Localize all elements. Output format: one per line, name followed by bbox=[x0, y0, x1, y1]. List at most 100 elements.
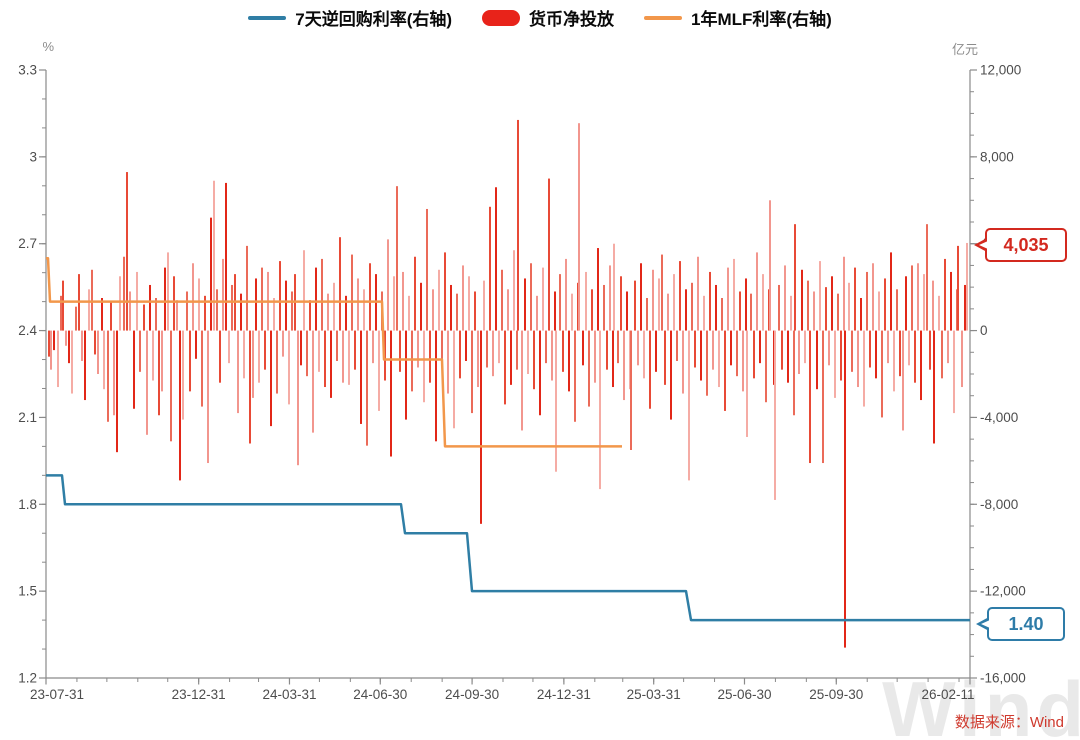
net-injection-bar bbox=[542, 267, 544, 331]
left-axis-unit-label: % bbox=[42, 39, 54, 54]
net-injection-last-value: 4,035 bbox=[1003, 234, 1049, 255]
net-injection-bar bbox=[195, 330, 197, 359]
net-injection-bar bbox=[119, 276, 121, 331]
net-injection-bar bbox=[712, 330, 714, 370]
net-injection-bar bbox=[890, 252, 892, 331]
net-injection-bar bbox=[926, 224, 928, 331]
net-injection-bar bbox=[551, 330, 553, 381]
net-injection-bar bbox=[781, 330, 783, 370]
net-injection-bar bbox=[354, 330, 356, 370]
net-injection-bar bbox=[249, 330, 251, 444]
net-injection-bar bbox=[279, 261, 281, 331]
net-injection-bar bbox=[700, 330, 702, 381]
net-injection-bar bbox=[167, 252, 169, 331]
net-injection-bar bbox=[459, 330, 461, 379]
legend-item-mlf-rate[interactable]: 1年MLF利率(右轴) bbox=[644, 5, 832, 30]
net-injection-bar bbox=[441, 330, 443, 366]
net-injection-bar bbox=[501, 269, 503, 331]
net-injection-bar bbox=[103, 330, 105, 390]
net-injection-bar bbox=[216, 289, 218, 331]
net-injection-bar bbox=[854, 267, 856, 331]
legend-item-net-injection[interactable]: 货币净投放 bbox=[482, 5, 614, 30]
net-injection-bar bbox=[62, 280, 64, 331]
net-injection-bar bbox=[240, 293, 242, 331]
net-injection-bar bbox=[243, 330, 245, 379]
net-injection-bar bbox=[661, 254, 663, 331]
net-injection-bar bbox=[643, 330, 645, 379]
net-injection-bar bbox=[715, 284, 717, 331]
right-axis-tick-label: -8,000 bbox=[980, 497, 1018, 512]
net-injection-bar bbox=[357, 278, 359, 331]
axes bbox=[39, 69, 977, 685]
net-injection-bar bbox=[237, 330, 239, 414]
net-injection-bar bbox=[387, 239, 389, 331]
net-injection-bar bbox=[360, 330, 362, 424]
net-injection-bar bbox=[682, 330, 684, 394]
net-injection-bar bbox=[765, 330, 767, 403]
net-injection-bar bbox=[685, 289, 687, 331]
net-injection-bar bbox=[435, 330, 437, 442]
x-axis-tick-label: 24-03-31 bbox=[262, 687, 316, 702]
net-injection-bar bbox=[393, 276, 395, 331]
net-injection-bar bbox=[613, 243, 615, 331]
net-injection-bar bbox=[872, 263, 874, 331]
net-injection-bar bbox=[477, 330, 479, 388]
net-injection-bar bbox=[733, 258, 735, 331]
net-injection-bar bbox=[309, 300, 311, 331]
bars-net-injection bbox=[48, 119, 968, 648]
net-injection-bar bbox=[176, 300, 178, 331]
left-axis-tick-label: 2.1 bbox=[18, 410, 37, 425]
net-injection-bar bbox=[819, 261, 821, 331]
net-injection-bar bbox=[149, 284, 151, 331]
net-injection-bar bbox=[620, 276, 622, 331]
net-injection-bar bbox=[545, 330, 547, 364]
net-injection-bar bbox=[264, 330, 266, 370]
net-injection-bar bbox=[917, 263, 919, 331]
net-injection-bar bbox=[107, 330, 109, 422]
net-injection-bar bbox=[759, 330, 761, 364]
net-injection-bar bbox=[173, 276, 175, 331]
net-injection-bar bbox=[273, 298, 275, 331]
net-injection-bar bbox=[372, 330, 374, 364]
net-injection-bar bbox=[429, 330, 431, 383]
net-injection-bar bbox=[703, 295, 705, 331]
net-injection-bar bbox=[828, 330, 830, 366]
net-injection-bar bbox=[843, 256, 845, 331]
net-injection-bar bbox=[718, 330, 720, 388]
x-axis-tick-label: 25-03-31 bbox=[627, 687, 681, 702]
net-injection-bar bbox=[670, 330, 672, 420]
left-axis-tick-label: 3.3 bbox=[18, 63, 37, 78]
net-injection-bar bbox=[321, 258, 323, 331]
net-injection-bar bbox=[762, 274, 764, 331]
net-injection-bar bbox=[420, 282, 422, 331]
net-injection-bar bbox=[588, 330, 590, 407]
net-injection-bar bbox=[896, 289, 898, 331]
net-injection-bar bbox=[402, 271, 404, 331]
net-injection-bar bbox=[548, 178, 550, 331]
net-injection-bar bbox=[966, 242, 968, 331]
net-injection-bar bbox=[649, 330, 651, 409]
net-injection-bar bbox=[634, 280, 636, 331]
net-injection-bar bbox=[453, 330, 455, 429]
net-injection-bar bbox=[432, 289, 434, 331]
net-injection-bar bbox=[688, 330, 690, 481]
net-injection-bar bbox=[189, 330, 191, 392]
net-injection-bar bbox=[834, 330, 836, 398]
net-injection-bar bbox=[851, 330, 853, 372]
net-injection-bar bbox=[640, 263, 642, 331]
legend-label-mlf-rate: 1年MLF利率(右轴) bbox=[691, 10, 832, 29]
net-injection-bar bbox=[756, 252, 758, 331]
net-injection-bar bbox=[57, 330, 59, 388]
net-injection-bar bbox=[438, 269, 440, 331]
net-injection-bar bbox=[727, 267, 729, 331]
net-injection-bar bbox=[822, 330, 824, 464]
legend-item-repo-rate[interactable]: 7天逆回购利率(右轴) bbox=[248, 5, 452, 30]
net-injection-bar bbox=[944, 258, 946, 331]
net-injection-bar bbox=[291, 291, 293, 331]
net-injection-bar bbox=[336, 330, 338, 361]
right-axis-tick-label: 8,000 bbox=[980, 149, 1014, 164]
net-injection-bar bbox=[231, 284, 233, 331]
left-axis-tick-label: 1.8 bbox=[18, 497, 37, 512]
net-injection-bar bbox=[574, 330, 576, 422]
